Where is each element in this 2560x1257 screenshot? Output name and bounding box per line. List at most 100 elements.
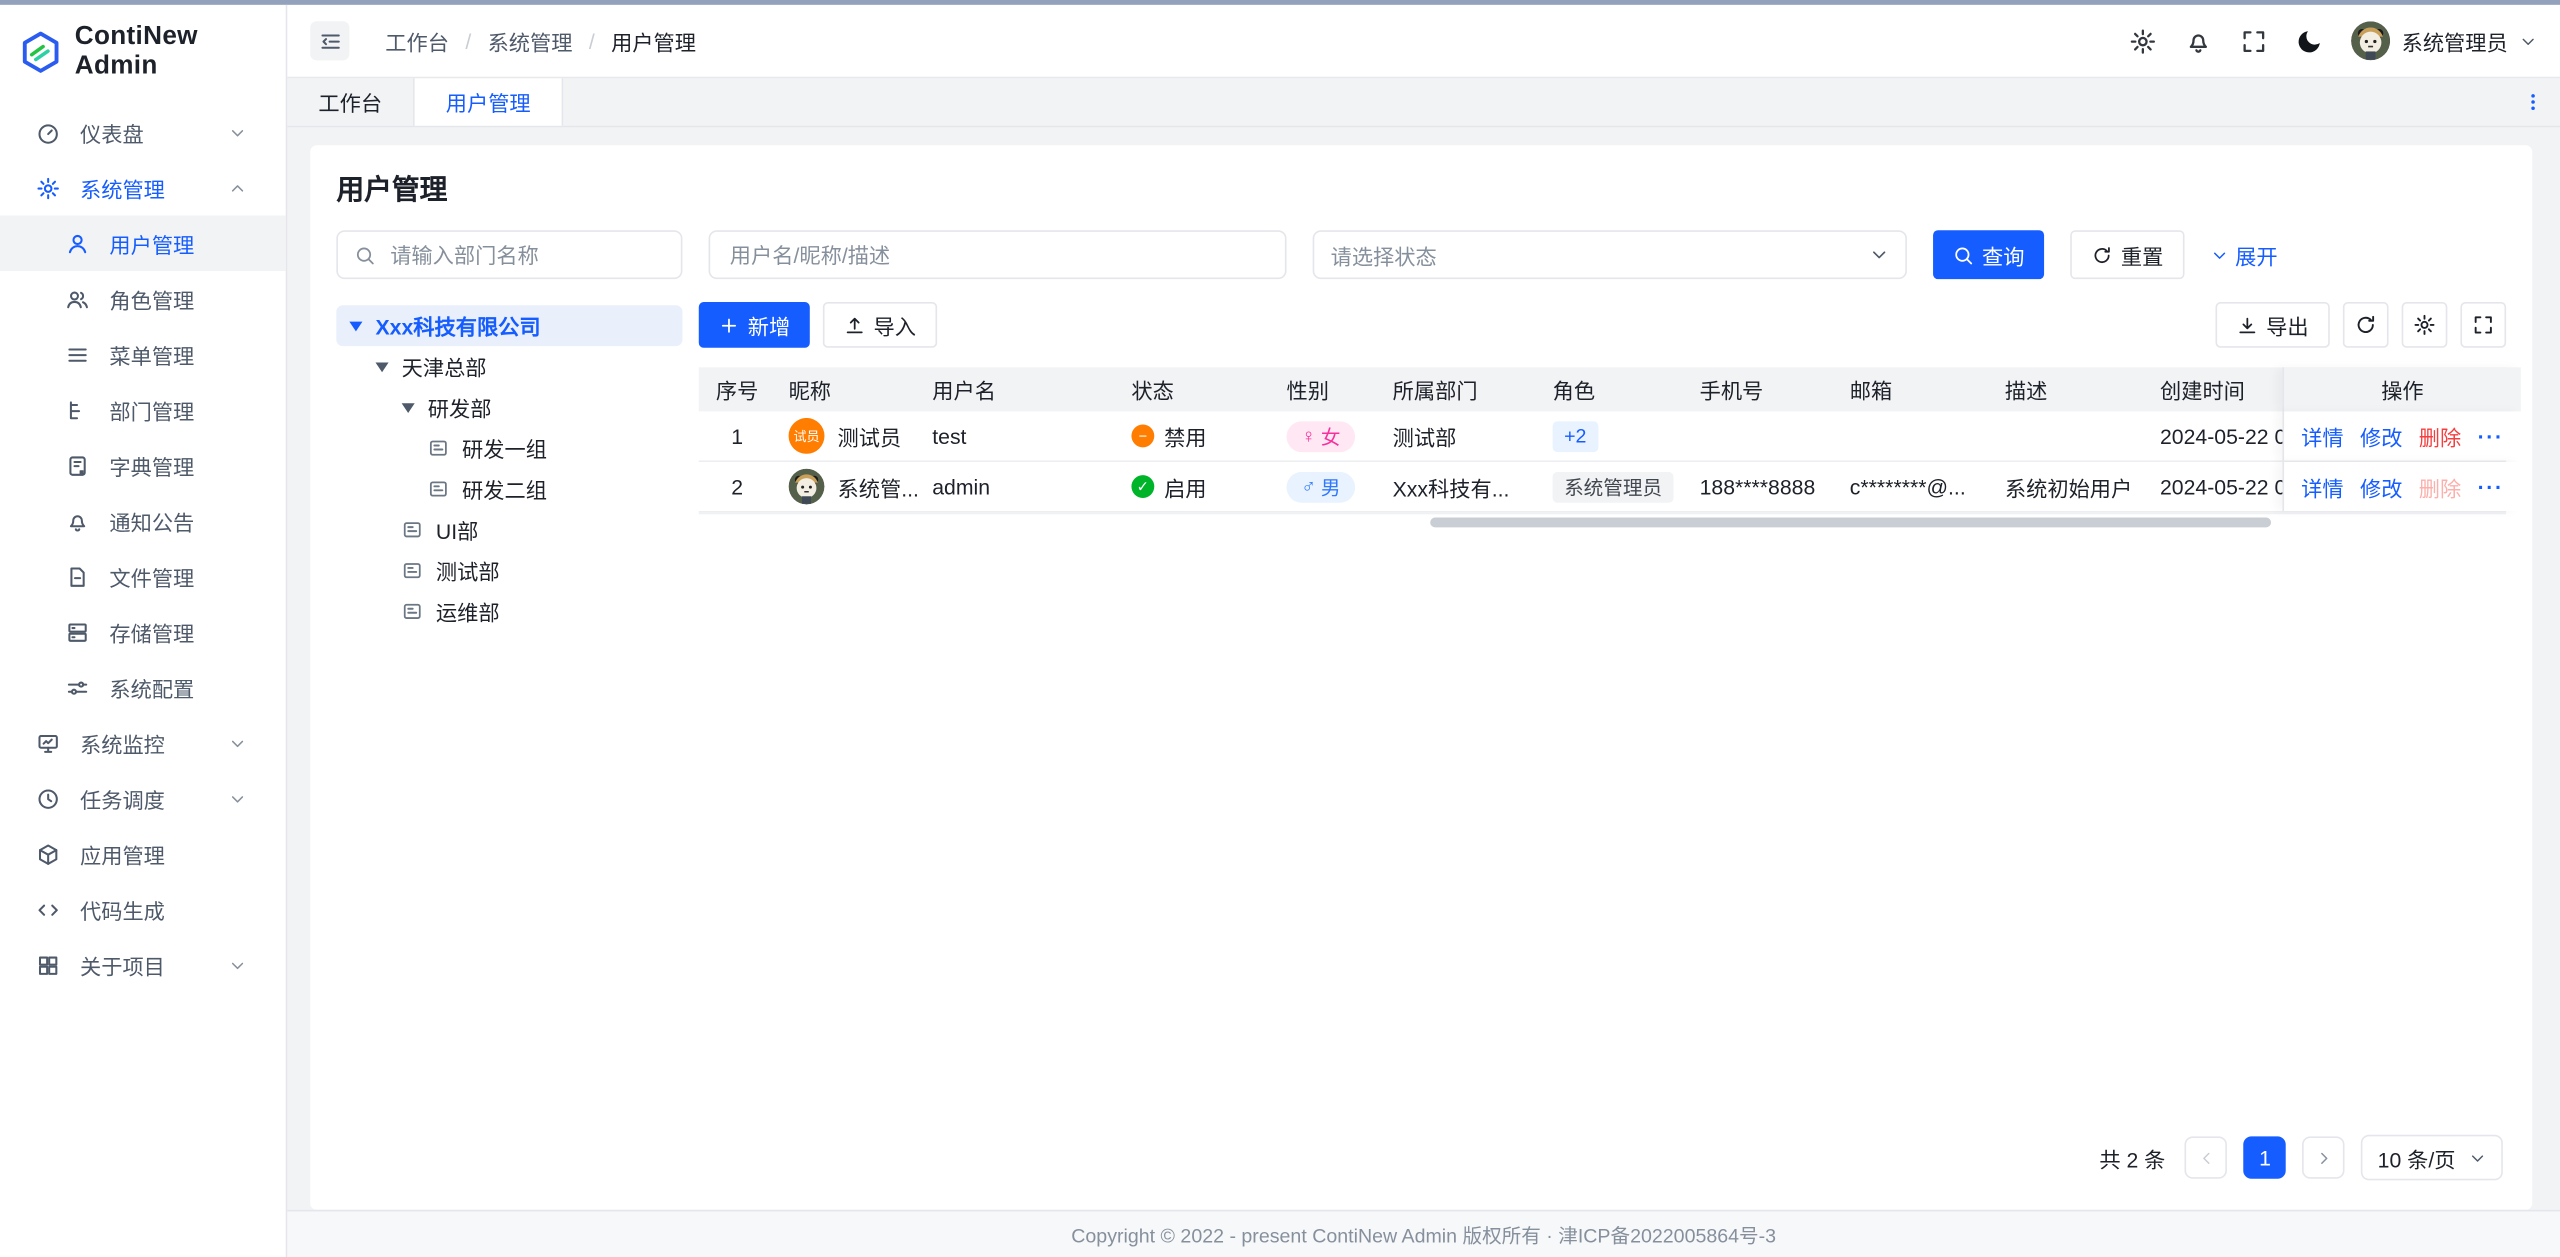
more-actions-icon[interactable]: ···	[2477, 423, 2504, 449]
tree-node-label: 测试部	[435, 560, 500, 585]
sidebar-item-system-config[interactable]: 系统配置	[0, 660, 286, 716]
tree-node[interactable]: UI部	[336, 509, 682, 550]
column-header-actions[interactable]: 操作	[2282, 367, 2521, 412]
edit-link[interactable]: 修改	[2359, 475, 2403, 501]
table-horizontal-scrollbar[interactable]	[699, 516, 2506, 529]
column-header-index[interactable]: 序号	[715, 378, 759, 404]
detail-link[interactable]: 详情	[2301, 425, 2344, 450]
sidebar: ContiNew Admin 仪表盘 系统管理用户管理角色管理 菜单管理 部门管理 字典…	[0, 4, 288, 1257]
column-header-gender[interactable]: 性别	[1286, 378, 1330, 404]
column-header-roles[interactable]: 角色	[1552, 378, 1596, 404]
user-avatar: 试员	[788, 417, 825, 454]
dept-search-input[interactable]	[386, 240, 665, 269]
tree-node[interactable]: 运维部	[336, 591, 682, 632]
tree-node[interactable]: 天津总部	[336, 346, 682, 387]
user-avatar	[788, 468, 825, 505]
refresh-table-button[interactable]	[2342, 302, 2389, 348]
sidebar-item-system-monitor[interactable]: 系统监控	[0, 715, 286, 771]
sidebar-item-file-management[interactable]: 文件管理	[0, 549, 286, 605]
column-header-created[interactable]: 创建时间	[2160, 378, 2245, 404]
breadcrumb-item[interactable]: 工作台	[385, 30, 450, 55]
user-menu[interactable]: 系统管理员	[2350, 21, 2537, 61]
username-text: test	[932, 423, 967, 449]
delete-link[interactable]: 删除	[2418, 425, 2462, 450]
tab-actions-menu[interactable]	[2506, 78, 2560, 125]
expand-filters-link[interactable]: 展开	[2211, 239, 2278, 270]
dark-mode-moon-icon[interactable]	[2295, 27, 2323, 55]
edit-link[interactable]: 修改	[2359, 425, 2403, 450]
next-page-button[interactable]	[2302, 1136, 2345, 1179]
tree-node[interactable]: 研发二组	[336, 469, 682, 510]
sidebar-item-system-management[interactable]: 系统管理	[0, 160, 286, 216]
prev-page-button[interactable]	[2185, 1136, 2228, 1179]
sidebar-item-task-schedule[interactable]: 任务调度	[0, 771, 286, 827]
logo[interactable]: ContiNew Admin	[0, 5, 286, 98]
fullscreen-icon[interactable]	[2240, 27, 2268, 55]
column-header-status[interactable]: 状态	[1131, 378, 1174, 404]
sidebar-item-menu-management[interactable]: 菜单管理	[0, 327, 286, 383]
sidebar-item-dashboard[interactable]: 仪表盘	[0, 104, 286, 160]
column-header-desc[interactable]: 描述	[2004, 378, 2048, 404]
column-settings-button[interactable]	[2401, 302, 2448, 348]
tree-caret-icon[interactable]	[375, 361, 389, 372]
clock-icon	[36, 786, 60, 810]
column-header-phone[interactable]: 手机号	[1699, 378, 1764, 404]
tab-用户管理[interactable]: 用户管理	[414, 78, 564, 126]
more-actions-icon[interactable]: ···	[2477, 474, 2504, 499]
sidebar-item-notice[interactable]: 通知公告	[0, 493, 286, 549]
column-header-email[interactable]: 邮箱	[1849, 378, 1893, 404]
reset-button[interactable]: 重置	[2070, 230, 2185, 280]
breadcrumb-separator: /	[465, 28, 472, 54]
page-number-button[interactable]: 1	[2243, 1136, 2287, 1179]
tree-caret-icon[interactable]	[401, 402, 415, 413]
tree-node[interactable]: 研发部	[336, 387, 682, 428]
sidebar-item-storage-management[interactable]: 存储管理	[0, 604, 286, 660]
import-button[interactable]: 导入	[822, 302, 938, 348]
column-header-nickname[interactable]: 昵称	[788, 378, 832, 404]
tree-node[interactable]: 研发一组	[336, 428, 682, 469]
sidebar-item-dept-management[interactable]: 部门管理	[0, 382, 286, 438]
cell-actions: 详情 修改 删除 ···	[2282, 411, 2521, 461]
role-tag[interactable]: +2	[1552, 420, 1598, 452]
monitor-icon	[36, 731, 60, 755]
tree-node[interactable]: Xxx科技有限公司	[336, 305, 683, 347]
column-header-username[interactable]: 用户名	[932, 378, 996, 404]
status-select[interactable]: 请选择状态	[1312, 230, 1907, 280]
search-button[interactable]: 查询	[1933, 230, 2045, 280]
table-empty-space	[698, 528, 2507, 1155]
sidebar-item-code-generation[interactable]: 代码生成	[0, 882, 286, 938]
sidebar-item-dict-management[interactable]: 字典管理	[0, 438, 286, 494]
collapse-sidebar-button[interactable]	[310, 21, 350, 61]
page-size-select[interactable]: 10 条/页	[2361, 1134, 2503, 1181]
tree-caret-icon[interactable]	[349, 320, 363, 331]
sidebar-item-user-management[interactable]: 用户管理	[0, 215, 286, 272]
settings-icon[interactable]	[2129, 27, 2157, 55]
column-header-dept[interactable]: 所属部门	[1392, 378, 1478, 404]
tree-node[interactable]: 测试部	[336, 550, 682, 591]
user-search-input[interactable]	[726, 240, 1269, 269]
export-button[interactable]: 导出	[2215, 302, 2330, 348]
add-button[interactable]: 新增	[698, 302, 810, 348]
tab-工作台[interactable]: 工作台	[287, 78, 415, 126]
breadcrumb-item[interactable]: 系统管理	[487, 30, 573, 55]
gender-badge: ♀ 女	[1286, 420, 1356, 452]
sidebar-item-about-project[interactable]: 关于项目	[0, 937, 286, 993]
delete-link[interactable]: 删除	[2418, 475, 2462, 501]
sidebar-item-label: 用户管理	[109, 232, 195, 258]
user-table: 序号 昵称 用户名 状态 性别 所属部门 角色 手机号 邮箱 描述 创建时间 操作 1 试员 测试员 test…	[698, 367, 2521, 515]
detail-link[interactable]: 详情	[2301, 475, 2344, 501]
cell-index: 2	[699, 474, 776, 498]
table-row[interactable]: 2 系统管... admin ✓ 启用 ♂ 男 Xxx科技有... 系统管理员 188****88…	[698, 462, 2521, 513]
sidebar-item-role-management[interactable]: 角色管理	[0, 271, 286, 327]
notification-bell-icon[interactable]	[2184, 27, 2212, 55]
cell-dept: 测试部	[1380, 420, 1540, 451]
content: 用户管理 请选择状态	[287, 127, 2560, 1210]
scrollbar-thumb[interactable]	[1430, 517, 2272, 528]
table-fullscreen-button[interactable]	[2460, 302, 2507, 348]
tabs: 工作台 用户管理	[287, 78, 564, 126]
breadcrumb-item[interactable]: 用户管理	[611, 30, 696, 55]
tree-node-label: 研发二组	[462, 478, 547, 503]
sidebar-item-app-management[interactable]: 应用管理	[0, 826, 286, 882]
